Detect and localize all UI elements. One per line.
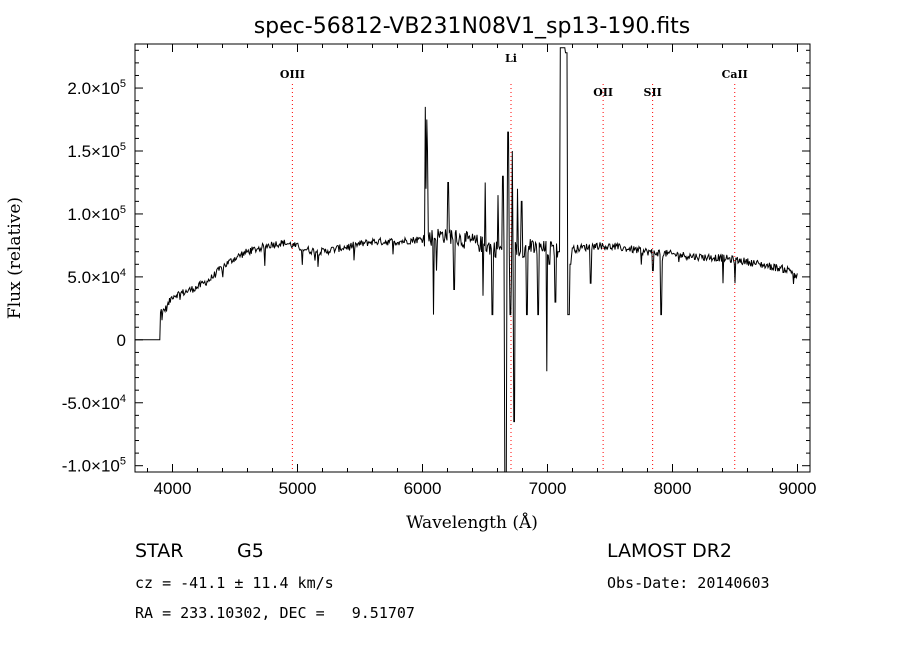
x-tick-label: 6000	[404, 479, 442, 498]
y-axis-label: Flux (relative)	[5, 197, 25, 319]
object-type: STAR	[135, 540, 184, 562]
x-tick-label: 5000	[279, 479, 317, 498]
survey-name: LAMOST DR2	[607, 540, 732, 562]
x-tick-label: 9000	[779, 479, 817, 498]
x-axis: 4000 5000 6000 7000 8000 9000	[147, 44, 817, 498]
line-label-li: Li	[505, 52, 517, 65]
y-tick-label: 1.5×105	[67, 141, 126, 161]
spectral-subclass: G5	[237, 540, 264, 562]
coordinates-readout: RA = 233.10302, DEC = 9.51707	[135, 604, 415, 622]
y-tick-label: 0	[117, 331, 126, 350]
x-axis-label: Wavelength (Å)	[406, 512, 538, 533]
chart-title: spec-56812-VB231N08V1_sp13-190.fits	[254, 14, 691, 39]
obs-date: Obs-Date: 20140603	[607, 574, 770, 592]
line-label-caii: CaII	[722, 68, 748, 81]
y-tick-label: -5.0×104	[62, 393, 126, 413]
y-tick-label: 5.0×104	[67, 267, 126, 287]
emission-line-markers: OIII Li OII SII CaII	[280, 52, 748, 472]
spectrum-line	[135, 47, 798, 473]
x-tick-label: 4000	[154, 479, 192, 498]
line-label-oii: OII	[593, 86, 613, 99]
line-label-oiii: OIII	[280, 68, 305, 81]
redshift-readout: cz = -41.1 ± 11.4 km/s	[135, 574, 334, 592]
y-axis: -1.0×105 -5.0×104 0 5.0×104 1.0×105 1.5×105 2.…	[62, 49, 810, 476]
line-label-sii: SII	[644, 86, 662, 99]
y-tick-label: 2.0×105	[67, 78, 126, 98]
y-tick-label: -1.0×105	[62, 456, 126, 476]
spectrum-layer	[135, 47, 798, 473]
x-tick-label: 8000	[654, 479, 692, 498]
x-tick-label: 7000	[529, 479, 567, 498]
y-tick-label: 1.0×105	[67, 204, 126, 224]
